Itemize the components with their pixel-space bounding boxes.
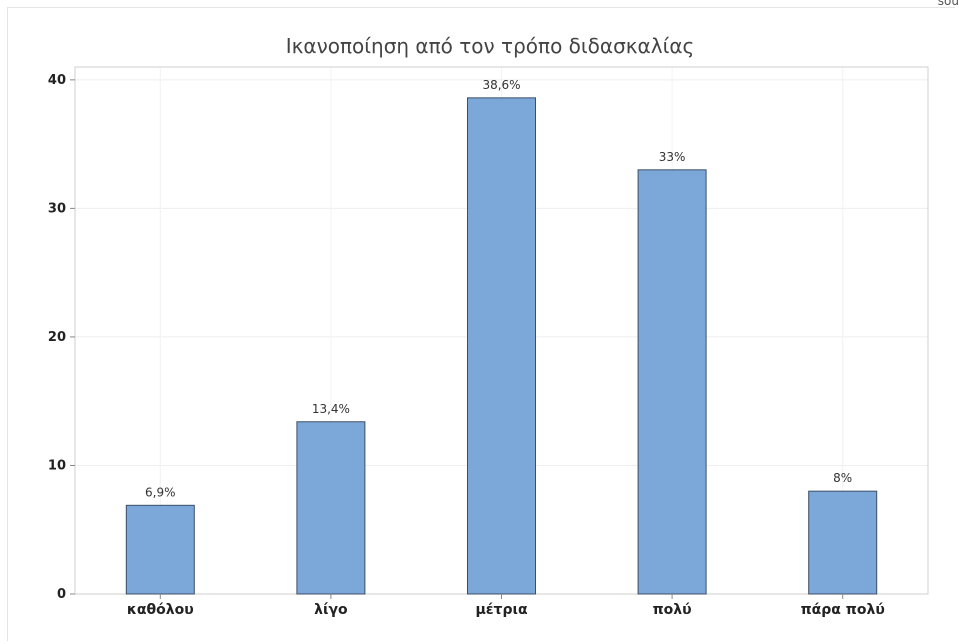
bar-4	[808, 490, 878, 595]
x-tick-label-0: καθόλου	[127, 602, 194, 618]
data-label-4: 8%	[833, 471, 852, 485]
x-tick-label-4: πάρα πολύ	[801, 602, 885, 618]
data-label-3: 33%	[659, 150, 686, 164]
bars	[125, 97, 878, 595]
y-tick-label: 10	[48, 458, 66, 473]
bar-2	[467, 97, 536, 595]
data-label-1: 13,4%	[312, 402, 350, 416]
data-labels: 6,9% 13,4% 38,6% 33% 8%	[145, 78, 852, 499]
bar-0	[125, 504, 195, 595]
y-tick-label: 0	[57, 587, 66, 602]
y-tick-label: 40	[48, 73, 66, 88]
chart-frame	[7, 7, 955, 641]
bar-1	[296, 421, 366, 595]
corner-fragment-text: sou	[937, 0, 959, 8]
bar-3	[637, 169, 707, 595]
y-tick-label: 20	[48, 330, 66, 345]
data-label-0: 6,9%	[145, 485, 176, 499]
data-label-2: 38,6%	[482, 78, 520, 92]
x-tick-label-2: μέτρια	[475, 602, 528, 618]
chart-title: Ικανοποίηση από τον τρόπο διδασκαλίας	[286, 34, 695, 58]
y-tick-label: 30	[48, 201, 66, 216]
axes: 0 10 20 30 40 καθόλου λίγο μέτρια πολύ πάρα πολύ	[48, 73, 885, 618]
x-tick-label-3: πολύ	[653, 602, 692, 618]
x-tick-label-1: λίγο	[314, 602, 348, 618]
